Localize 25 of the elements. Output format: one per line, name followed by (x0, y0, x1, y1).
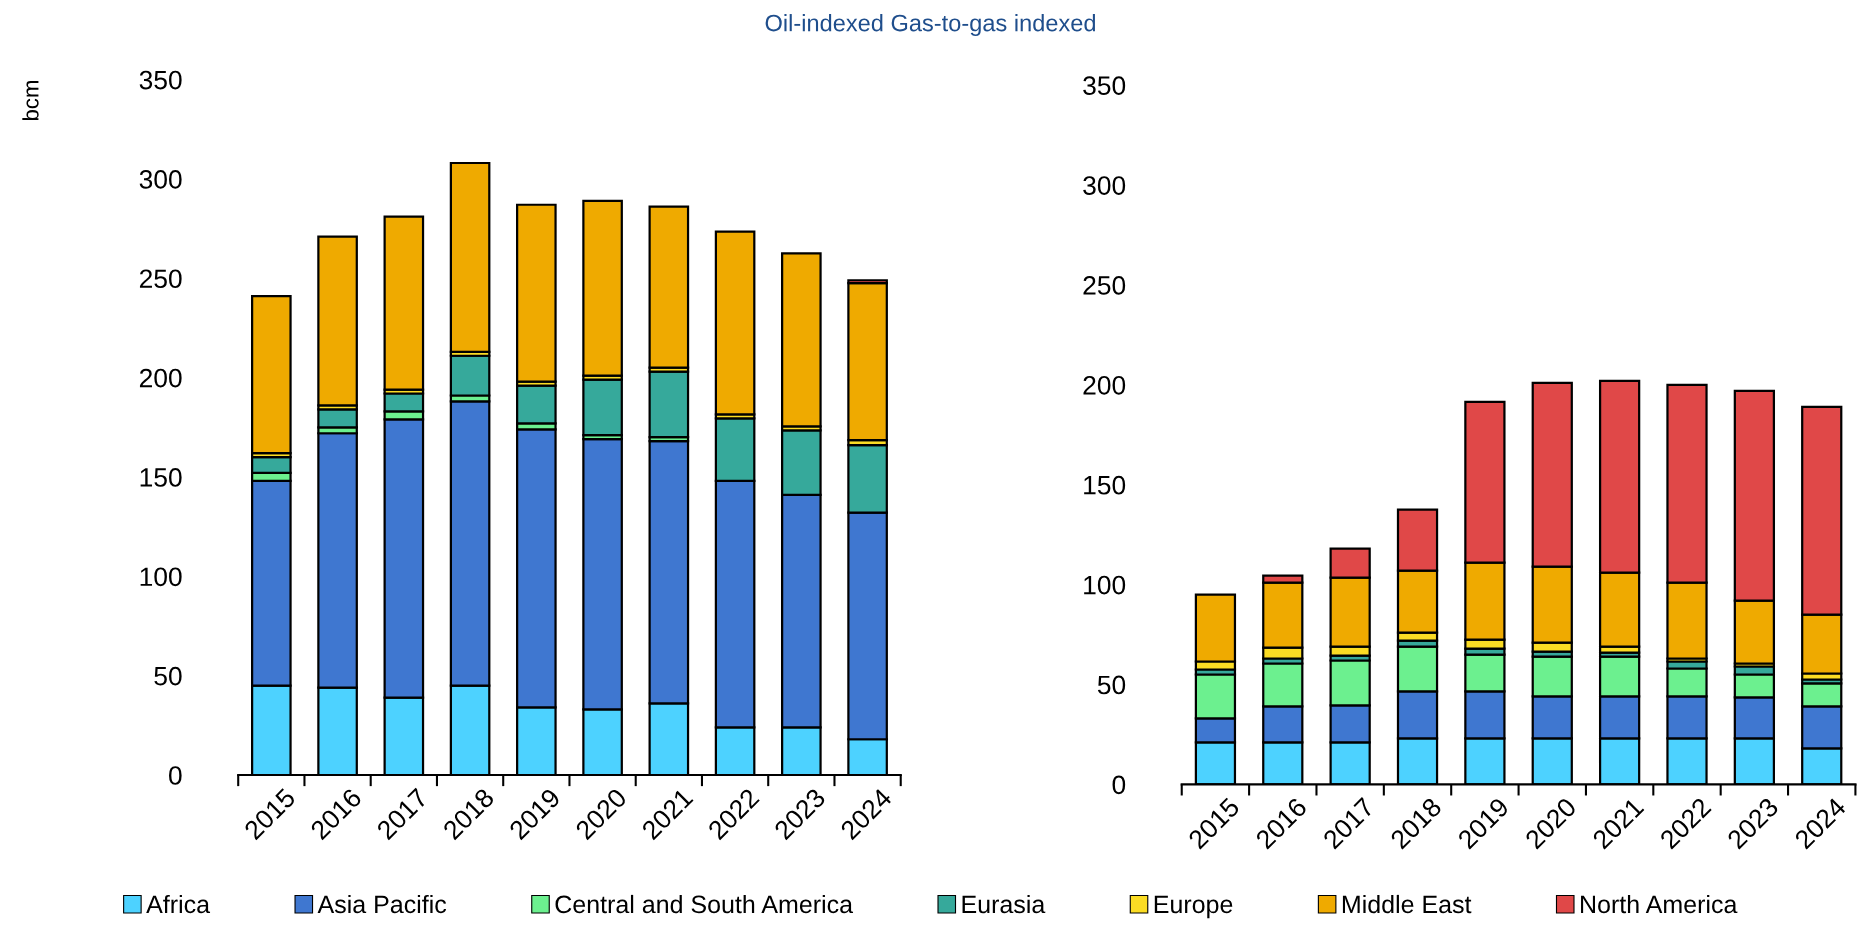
legend-label: Eurasia (962, 894, 1046, 914)
y-tick-label: 0 (169, 766, 182, 785)
y-tick-label: 200 (1083, 375, 1126, 395)
legend-label: North America (1581, 894, 1738, 914)
chart-title: Oil-indexed Gas-to-gas indexed (765, 14, 1096, 37)
legend-label: Middle East (1342, 894, 1472, 914)
y-axis-title: bcm (22, 81, 39, 121)
y-tick-label: 150 (140, 468, 182, 487)
y-tick-label: 350 (139, 70, 182, 90)
y-tick-label: 200 (139, 368, 182, 388)
y-tick-label: 50 (154, 666, 182, 686)
y-tick-label: 250 (139, 269, 182, 289)
legend-label: Asia Pacific (317, 894, 447, 914)
y-tick-label: 300 (1083, 176, 1126, 195)
y-tick-label: 300 (139, 170, 182, 189)
y-tick-label: 50 (1097, 675, 1126, 695)
legend-label: Central and South America (555, 894, 854, 914)
y-tick-label: 0 (1112, 775, 1126, 795)
y-tick-label: 100 (1084, 575, 1126, 595)
y-tick-label: 100 (140, 567, 182, 587)
legend-label: Europe (1154, 895, 1233, 919)
y-tick-label: 350 (1083, 76, 1126, 95)
y-tick-label: 150 (1084, 475, 1126, 495)
legend-label: Africa (146, 894, 211, 914)
y-tick-label: 250 (1083, 276, 1126, 295)
